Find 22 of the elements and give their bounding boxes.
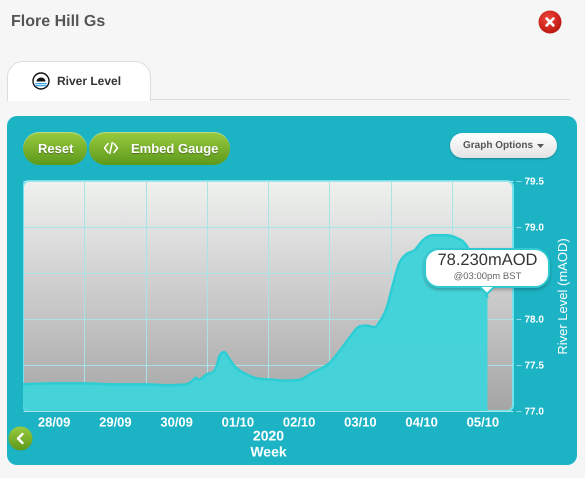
chart-title: Flore Hill Gs [11, 12, 106, 32]
y-axis-title: River Level (mAOD) [554, 238, 570, 355]
x-tick-label: 03/10 [344, 414, 377, 430]
y-tick-label: 78.0 [524, 314, 544, 326]
x-axis-title: 2020 Week [250, 428, 287, 460]
text: Reset [38, 140, 74, 156]
x-tick-label: 05/10 [466, 414, 500, 430]
y-tick-label: 79.5 [524, 176, 544, 188]
x-tick-label: 29/09 [99, 414, 132, 430]
x-tick-label: 02/10 [282, 414, 316, 430]
annotation: 78.230mAOD [437, 250, 538, 270]
chart-subtitle: River Level [57, 74, 122, 89]
x-tick-label: 04/10 [405, 414, 438, 430]
text: Embed Gauge [131, 140, 218, 156]
annotation: @03:00pm BST [454, 270, 522, 282]
x-tick-label: 30/09 [160, 414, 193, 430]
x-tick-label: 28/09 [38, 414, 70, 430]
y-tick-label: 77.5 [524, 360, 544, 372]
x-tick-label: 01/10 [222, 414, 254, 430]
y-tick-label: 77.0 [524, 406, 544, 418]
text: Graph Options [463, 139, 533, 152]
y-tick-label: 79.0 [524, 222, 544, 234]
